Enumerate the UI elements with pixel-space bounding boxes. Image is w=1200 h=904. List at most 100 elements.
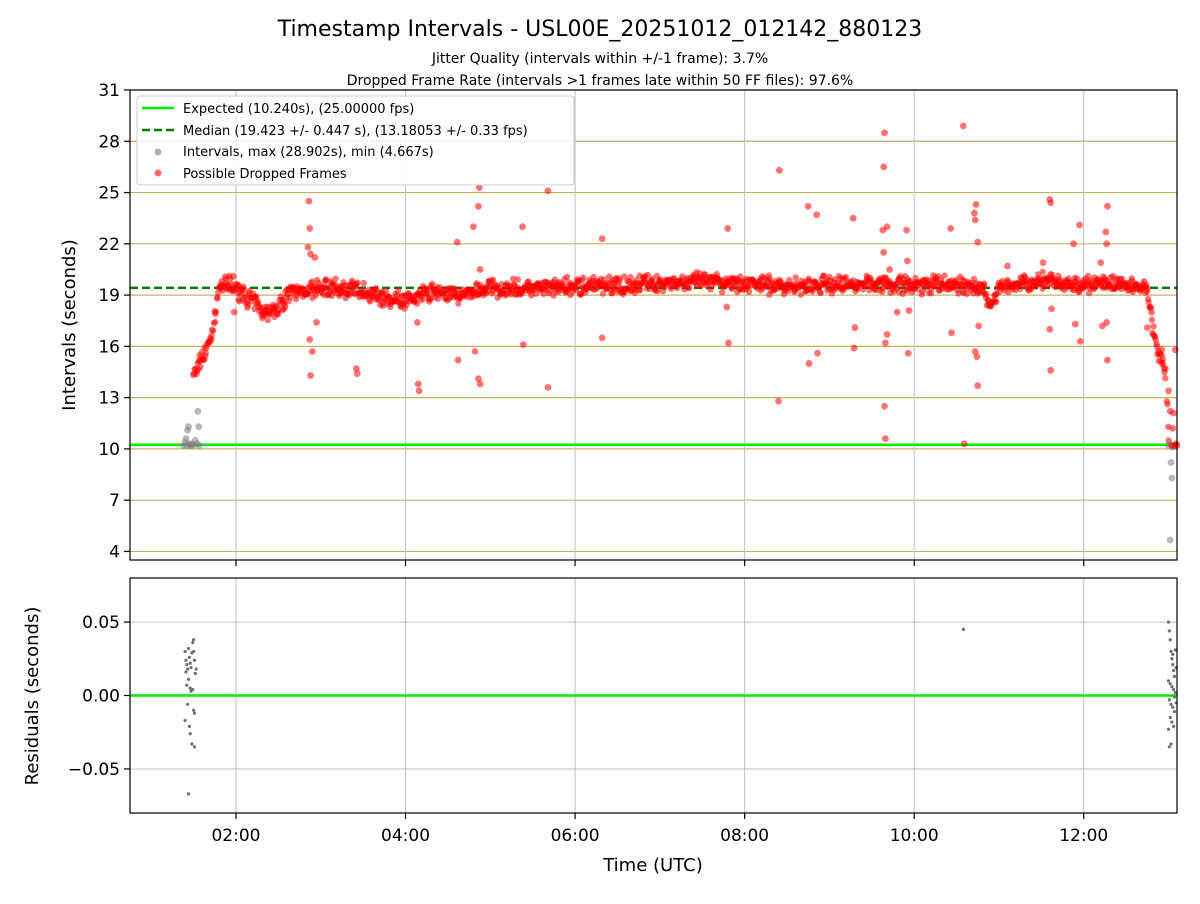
dropped-frame-point <box>519 341 527 349</box>
residual-point <box>191 708 196 712</box>
dropped-frame-point <box>893 308 901 316</box>
residual-point <box>186 646 191 651</box>
dropped-frame-point <box>1148 308 1155 316</box>
residual-point <box>194 667 198 671</box>
dropped-frame-point <box>881 129 888 137</box>
intervals-y-tick-label: 19 <box>98 286 120 306</box>
residual-point <box>192 658 197 662</box>
band-point <box>627 274 634 281</box>
band-point <box>514 276 522 283</box>
band-point <box>202 349 209 357</box>
band-point <box>208 336 215 343</box>
band-point <box>264 316 271 324</box>
band-point <box>274 311 282 318</box>
band-point <box>1150 323 1157 330</box>
dropped-frame-points <box>230 122 1181 449</box>
residual-point <box>1173 648 1177 652</box>
residual-point <box>1172 688 1176 692</box>
band-point <box>1159 359 1167 367</box>
dropped-frame-point <box>308 348 316 355</box>
intervals-y-tick-label: 25 <box>98 184 120 204</box>
band-point <box>214 294 221 301</box>
residual-point <box>1171 663 1175 667</box>
intervals-y-tick-label: 4 <box>109 542 120 562</box>
band-point <box>718 288 726 296</box>
band-point <box>360 279 367 287</box>
dropped-frame-point <box>972 201 980 208</box>
band-point <box>842 274 850 281</box>
interval-point <box>194 407 202 415</box>
band-point <box>685 284 693 292</box>
legend-box <box>136 95 575 186</box>
residuals-panel: −0.05 0.00 0.05 02:00 04:00 06:00 08:00 10:00 1… <box>22 577 1178 876</box>
dropped-frame-point <box>1047 366 1055 374</box>
band-point <box>563 273 571 281</box>
chart-title: Timestamp Intervals - USL00E_20251012_01… <box>277 17 923 42</box>
dropped-frame-point <box>1165 387 1172 395</box>
dropped-frame-point <box>476 266 484 273</box>
dropped-frame-point <box>306 225 314 232</box>
residual-point <box>1168 715 1172 720</box>
dropped-frame-point <box>880 163 888 171</box>
dropped-frame-point <box>305 197 313 205</box>
band-point <box>354 279 361 286</box>
chart-subtitle-dropped: Dropped Frame Rate (intervals >1 frames … <box>347 73 854 89</box>
band-point <box>1091 284 1098 292</box>
dropped-frame-point <box>230 272 237 280</box>
band-point <box>636 286 644 293</box>
dropped-frame-point <box>971 216 979 224</box>
intervals-y-label: Intervals (seconds) <box>59 239 80 411</box>
dropped-frame-point <box>1104 356 1111 364</box>
dropped-frame-point <box>1039 259 1047 267</box>
dropped-frame-point <box>1047 199 1055 207</box>
residual-point <box>1170 720 1174 724</box>
band-point <box>746 283 754 290</box>
band-point <box>941 272 948 279</box>
dropped-frame-point <box>851 324 859 331</box>
dropped-frame-point <box>544 187 552 195</box>
dropped-frame-point <box>230 308 238 316</box>
dropped-frame-point <box>475 202 482 210</box>
interval-point <box>1166 536 1174 544</box>
dropped-frame-point <box>849 214 857 222</box>
band-point <box>1048 271 1056 278</box>
band-point <box>197 363 204 371</box>
dropped-frame-point <box>959 122 967 130</box>
dropped-frame-point <box>974 238 982 246</box>
legend-intervals-label: Intervals, max (28.902s), min (4.667s) <box>183 145 434 160</box>
band-point <box>1084 272 1092 280</box>
residual-point <box>183 718 187 723</box>
dropped-frame-point <box>415 387 423 395</box>
dropped-frame-point <box>454 356 462 364</box>
band-point <box>1162 365 1169 372</box>
interval-point <box>182 435 190 443</box>
residual-point <box>192 745 197 749</box>
legend-expected-label: Expected (10.240s), (25.00000 fps) <box>183 102 414 117</box>
intervals-frame <box>129 89 1178 561</box>
residual-point <box>1167 698 1171 702</box>
band-point <box>1144 285 1151 292</box>
dropped-frame-point <box>307 372 314 379</box>
residual-point <box>1167 745 1171 749</box>
x-tick-label: 04:00 <box>381 826 430 846</box>
intervals-panel: 4 7 10 13 16 19 22 25 28 31 Intervals (seconds) E… <box>59 81 1181 566</box>
intervals-y-tick-label: 13 <box>98 389 120 409</box>
band-point <box>792 274 799 281</box>
intervals-band <box>190 268 1172 444</box>
dropped-frame-point <box>598 235 606 243</box>
band-point <box>1145 299 1152 306</box>
dropped-frame-point <box>975 322 983 330</box>
residuals-x-ticks: 02:00 04:00 06:00 08:00 10:00 12:00 <box>211 813 1108 846</box>
dropped-frame-point <box>881 435 889 443</box>
band-point <box>713 271 720 278</box>
band-point <box>424 290 431 297</box>
dropped-frame-point <box>804 202 812 210</box>
interval-point <box>185 423 192 431</box>
dropped-frame-point <box>1169 425 1177 432</box>
legend-median-label: Median (19.423 +/- 0.447 s), (13.18053 +… <box>183 124 528 139</box>
band-point <box>786 276 793 284</box>
residual-point <box>1167 629 1171 633</box>
residual-point <box>1172 710 1177 714</box>
intervals-x-ticks <box>235 560 1085 566</box>
dropped-frame-point <box>883 223 891 231</box>
